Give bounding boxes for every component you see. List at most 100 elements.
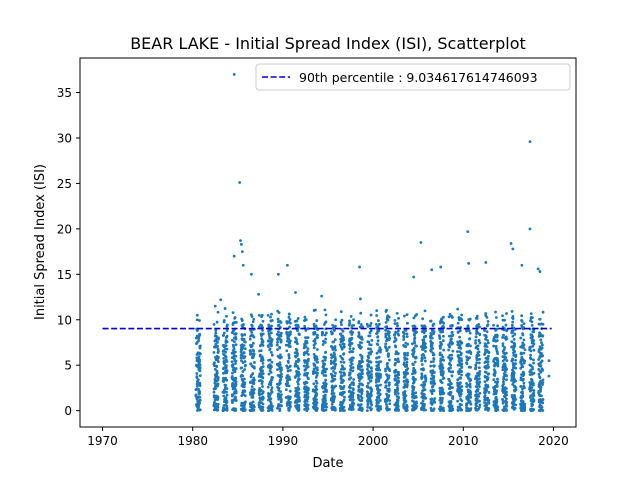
data-point (270, 365, 273, 369)
data-point (501, 368, 505, 372)
data-point (234, 343, 238, 347)
data-point (332, 395, 335, 399)
data-point (249, 334, 252, 338)
data-point (357, 333, 361, 337)
data-point (386, 353, 390, 357)
data-point (457, 387, 461, 391)
data-point (531, 393, 534, 397)
data-point (459, 398, 463, 401)
data-point (216, 340, 219, 344)
x-axis-label: Date (312, 456, 343, 471)
data-point (415, 400, 418, 404)
data-point (276, 320, 280, 324)
data-point (404, 400, 408, 404)
data-point (350, 362, 354, 366)
data-point (530, 402, 534, 406)
data-point (251, 353, 255, 356)
data-point (483, 394, 487, 398)
data-point (485, 330, 489, 334)
data-point (302, 353, 306, 357)
data-point (384, 369, 387, 373)
data-point (441, 334, 445, 338)
data-point (285, 331, 288, 334)
data-point (419, 241, 423, 244)
data-point (366, 372, 370, 376)
data-point (403, 406, 406, 410)
data-point (334, 371, 337, 375)
data-point (321, 408, 325, 412)
data-point (261, 380, 264, 383)
data-point (529, 312, 533, 315)
data-point (411, 372, 414, 376)
data-point (261, 329, 264, 332)
data-point (377, 388, 381, 392)
data-point (528, 381, 532, 384)
data-point (348, 340, 352, 344)
data-point (357, 384, 361, 388)
data-point (241, 346, 244, 350)
data-point (313, 338, 317, 341)
data-point (339, 386, 343, 390)
data-point (420, 391, 424, 395)
data-point (421, 399, 425, 403)
data-point (414, 356, 417, 360)
data-point (501, 342, 505, 345)
data-point (350, 381, 354, 385)
data-point (213, 381, 217, 385)
data-point (429, 348, 433, 352)
data-point (258, 349, 261, 353)
data-point (367, 334, 371, 338)
data-point (359, 311, 363, 315)
data-point (230, 360, 234, 364)
data-point (342, 373, 346, 377)
data-point (369, 402, 373, 405)
data-point (279, 332, 283, 336)
data-point (459, 392, 463, 396)
data-point (340, 401, 344, 405)
data-point (501, 399, 505, 403)
data-point (478, 391, 482, 395)
data-point (424, 378, 428, 382)
data-point (486, 341, 490, 345)
data-point (260, 369, 264, 373)
data-point (348, 398, 352, 402)
data-point (296, 360, 300, 364)
data-point (410, 408, 414, 412)
data-point (432, 376, 435, 380)
data-point (239, 239, 242, 243)
data-point (483, 329, 486, 332)
data-point (306, 353, 310, 356)
data-point (303, 315, 307, 319)
data-point (476, 344, 480, 348)
data-point (492, 344, 495, 348)
data-point (394, 330, 398, 334)
data-point (368, 398, 372, 402)
data-point (541, 401, 545, 405)
data-point (360, 335, 363, 339)
data-point (287, 361, 290, 364)
data-point (494, 344, 498, 348)
data-point (503, 400, 507, 403)
data-point (465, 358, 469, 362)
data-point (523, 405, 527, 408)
data-point (388, 388, 391, 392)
y-axis-ticks: 0 5 10 15 20 25 30 35 (57, 86, 80, 418)
data-point (304, 329, 308, 332)
data-point (222, 366, 226, 370)
data-point (477, 377, 481, 381)
data-point (384, 397, 387, 401)
data-point (492, 378, 496, 382)
data-point (358, 325, 362, 329)
y-tick-label: 25 (57, 177, 72, 191)
data-point (449, 324, 453, 328)
data-point (242, 377, 246, 381)
data-point (402, 385, 406, 389)
data-point (223, 307, 227, 310)
data-point (475, 397, 479, 401)
data-point (321, 403, 324, 407)
data-point (313, 342, 317, 345)
data-point (494, 328, 498, 332)
data-point (288, 404, 292, 408)
data-point (278, 409, 282, 412)
data-point (240, 319, 244, 322)
